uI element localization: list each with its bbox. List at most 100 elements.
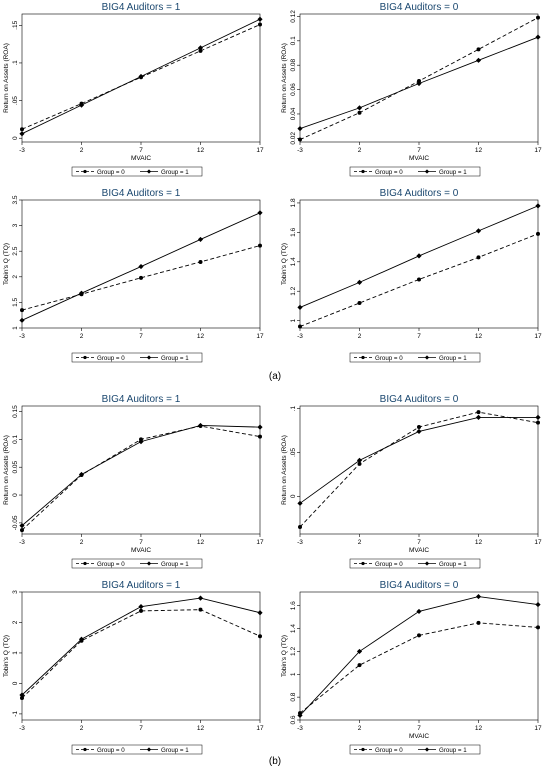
x-axis-label: MVAIC [409, 155, 429, 162]
x-tick-label: 2 [80, 539, 84, 546]
data-point [476, 47, 481, 52]
legend-label: Group = 0 [97, 169, 125, 176]
y-axis-label: Return on Assets (ROA) [281, 43, 288, 113]
y-tick-label: 0.6 [290, 715, 297, 724]
data-point [356, 105, 363, 111]
x-axis-label: MVAIC [131, 155, 151, 162]
legend-marker [361, 355, 365, 360]
y-tick-label: 1.4 [290, 257, 297, 266]
x-tick-label: 12 [197, 333, 205, 340]
x-tick-label: 7 [417, 725, 421, 732]
chart-1: BIG4 Auditors = 1 0 .05 .1 .15 -3 2 7 12 17 MVAIC R… [3, 2, 264, 177]
data-point [197, 595, 204, 601]
chart-3: BIG4 Auditors = 1 1 1.5 2 2.5 3 3.5 -3 2 7 12 17 Tob… [3, 188, 264, 363]
x-tick-label: -3 [297, 147, 303, 154]
series-line-group-0 [299, 622, 539, 714]
x-axis-label: MVAIC [131, 547, 151, 554]
x-axis-label: MVAIC [409, 547, 429, 554]
y-tick-label: .15 [12, 20, 19, 29]
y-tick-label: 1 [12, 326, 19, 330]
y-axis-label: Return on Assets (ROA) [3, 435, 10, 505]
legend-box [349, 166, 481, 177]
data-point [536, 625, 540, 630]
data-point [416, 428, 422, 435]
series-line-group-1 [299, 596, 539, 716]
chart-title: BIG4 Auditors = 0 [380, 2, 459, 13]
x-tick-label: -3 [297, 333, 303, 340]
data-point [257, 16, 263, 22]
legend-label: Group = 1 [161, 561, 189, 568]
x-tick-label: 17 [256, 147, 264, 154]
legend-marker [361, 747, 365, 752]
x-tick-label: 2 [358, 333, 362, 340]
legend: Group = 0 Group = 1 [71, 744, 203, 755]
y-tick-label: 3.5 [12, 195, 19, 204]
legend-marker [83, 169, 87, 174]
legend-marker [361, 169, 365, 174]
y-tick-label: 1.6 [290, 227, 297, 236]
legend-label: Group = 0 [97, 355, 125, 362]
x-tick-label: 7 [139, 147, 143, 154]
legend-label: Group = 1 [439, 561, 467, 568]
legend-marker [146, 355, 152, 360]
x-tick-label: 7 [139, 333, 143, 340]
chart-title: BIG4 Auditors = 1 [102, 188, 181, 199]
data-point [475, 57, 482, 63]
chart-title: BIG4 Auditors = 1 [102, 580, 181, 591]
data-point [78, 102, 85, 108]
legend-marker [83, 747, 87, 752]
data-point [536, 231, 540, 236]
x-tick-label: 17 [534, 539, 542, 546]
y-tick-label: .05 [12, 96, 19, 105]
plot-frame [299, 199, 539, 329]
data-point [536, 15, 540, 20]
legend-marker [361, 561, 365, 566]
x-tick-label: 17 [256, 333, 264, 340]
data-point [297, 712, 303, 719]
legend: Group = 0 Group = 1 [71, 558, 203, 569]
legend-label: Group = 1 [439, 169, 467, 176]
legend-label: Group = 0 [97, 747, 125, 754]
x-tick-label: -3 [19, 539, 25, 546]
x-tick-label: 17 [534, 725, 542, 732]
data-point [139, 608, 143, 613]
data-point [258, 243, 262, 248]
x-tick-label: 17 [256, 725, 264, 732]
data-point [197, 236, 204, 243]
legend-label: Group = 0 [375, 169, 403, 176]
legend-label: Group = 1 [439, 355, 467, 362]
x-tick-label: 7 [139, 539, 143, 546]
data-point [78, 636, 85, 642]
x-tick-label: 17 [256, 539, 264, 546]
x-tick-label: 7 [139, 725, 143, 732]
data-point [258, 434, 262, 439]
x-tick-label: 12 [475, 333, 483, 340]
plot-frame [299, 13, 539, 143]
data-point [297, 304, 303, 311]
y-tick-label: 1.6 [290, 601, 297, 610]
x-tick-label: 2 [80, 333, 84, 340]
data-point [535, 601, 541, 608]
legend-box [349, 352, 481, 363]
legend-box [71, 352, 203, 363]
chart-title: BIG4 Auditors = 0 [380, 394, 459, 405]
legend: Group = 0 Group = 1 [349, 352, 481, 363]
x-axis-label: MVAIC [409, 733, 429, 740]
data-point [417, 633, 421, 638]
data-point [19, 131, 25, 137]
y-tick-label: 0.15 [12, 405, 19, 418]
x-tick-label: 7 [417, 147, 421, 154]
x-tick-label: 2 [358, 147, 362, 154]
y-tick-label: 1.2 [290, 647, 297, 656]
legend: Group = 0 Group = 1 [349, 558, 481, 569]
data-point [417, 277, 421, 282]
y-axis-label: Tobin's Q (TQ) [3, 243, 10, 285]
x-tick-label: 12 [475, 725, 483, 732]
data-point [416, 608, 422, 615]
x-tick-label: -3 [19, 725, 25, 732]
y-tick-label: 3 [12, 223, 19, 227]
x-tick-label: 12 [475, 539, 483, 546]
y-tick-label: .1 [12, 60, 19, 66]
data-point [417, 425, 421, 430]
x-tick-label: -3 [297, 539, 303, 546]
